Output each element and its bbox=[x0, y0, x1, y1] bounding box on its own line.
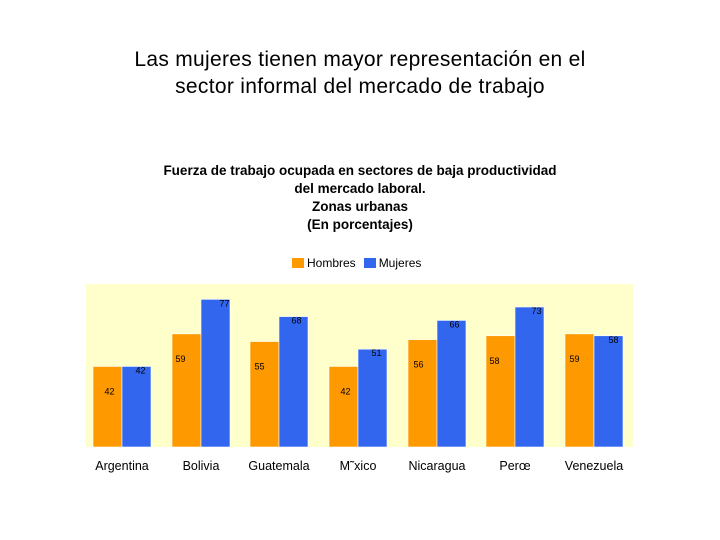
bar-hombres-m-xico bbox=[328, 366, 359, 448]
x-tick-label-per-: Perœ bbox=[499, 459, 530, 473]
data-label-mujeres-bolivia: 77 bbox=[219, 298, 229, 308]
slide-title-line-2: sector informal del mercado de trabajo bbox=[175, 75, 545, 98]
data-label-mujeres-argentina: 42 bbox=[135, 365, 145, 375]
chart-title-line-4: (En porcentajes) bbox=[307, 217, 413, 232]
x-tick-label-guatemala: Guatemala bbox=[248, 459, 309, 473]
data-label-hombres-venezuela: 59 bbox=[569, 354, 579, 364]
legend-label-hombres: Hombres bbox=[307, 256, 356, 270]
data-label-hombres-nicaragua: 56 bbox=[413, 360, 423, 370]
data-label-hombres-m-xico: 42 bbox=[340, 386, 350, 396]
bar-hombres-bolivia bbox=[171, 333, 202, 448]
x-tick-label-bolivia: Bolivia bbox=[183, 459, 220, 473]
bar-hombres-nicaragua bbox=[407, 339, 438, 448]
x-tick-label-nicaragua: Nicaragua bbox=[409, 459, 466, 473]
bar-mujeres-venezuela bbox=[593, 335, 624, 448]
chart-legend: Hombres Mujeres bbox=[292, 256, 429, 270]
data-label-hombres-bolivia: 59 bbox=[175, 354, 185, 364]
legend-swatch-mujeres bbox=[363, 258, 376, 268]
legend-swatch-hombres bbox=[292, 258, 304, 268]
data-label-hombres-argentina: 42 bbox=[104, 386, 114, 396]
bar-hombres-venezuela bbox=[564, 333, 595, 448]
bar-mujeres-m-xico bbox=[357, 348, 388, 448]
data-label-mujeres-guatemala: 68 bbox=[291, 316, 301, 326]
bar-hombres-per- bbox=[485, 335, 516, 448]
chart-title-line-1: Fuerza de trabajo ocupada en sectores de… bbox=[163, 163, 557, 178]
chart-title-line-3: Zonas urbanas bbox=[311, 199, 409, 214]
slide-title-line-1: Las mujeres tienen mayor representación … bbox=[134, 48, 586, 71]
chart-title-line-2: del mercado laboral. bbox=[294, 181, 426, 196]
legend-item-mujeres: Mujeres bbox=[363, 256, 422, 270]
bar-hombres-guatemala bbox=[249, 341, 280, 448]
data-label-mujeres-nicaragua: 66 bbox=[449, 319, 459, 329]
data-label-mujeres-m-xico: 51 bbox=[371, 348, 381, 358]
bar-mujeres-per- bbox=[514, 306, 545, 448]
data-label-mujeres-venezuela: 58 bbox=[608, 335, 618, 345]
data-label-hombres-per-: 58 bbox=[489, 356, 499, 366]
bar-mujeres-argentina bbox=[121, 366, 152, 448]
x-tick-label-venezuela: Venezuela bbox=[565, 459, 623, 473]
bar-mujeres-bolivia bbox=[200, 299, 231, 448]
legend-item-hombres: Hombres bbox=[292, 256, 356, 270]
legend-label-mujeres: Mujeres bbox=[378, 256, 422, 270]
chart-title: Fuerza de trabajo ocupada en sectores de… bbox=[110, 162, 610, 234]
x-tick-label-m-xico: M˜xico bbox=[340, 459, 377, 473]
data-label-mujeres-per-: 73 bbox=[531, 306, 541, 316]
bar-hombres-argentina bbox=[92, 366, 123, 448]
data-label-hombres-guatemala: 55 bbox=[254, 362, 264, 372]
bar-mujeres-guatemala bbox=[278, 316, 309, 448]
x-tick-label-argentina: Argentina bbox=[95, 459, 149, 473]
slide-title: Las mujeres tienen mayor representación … bbox=[40, 46, 680, 100]
bar-mujeres-nicaragua bbox=[436, 320, 467, 448]
